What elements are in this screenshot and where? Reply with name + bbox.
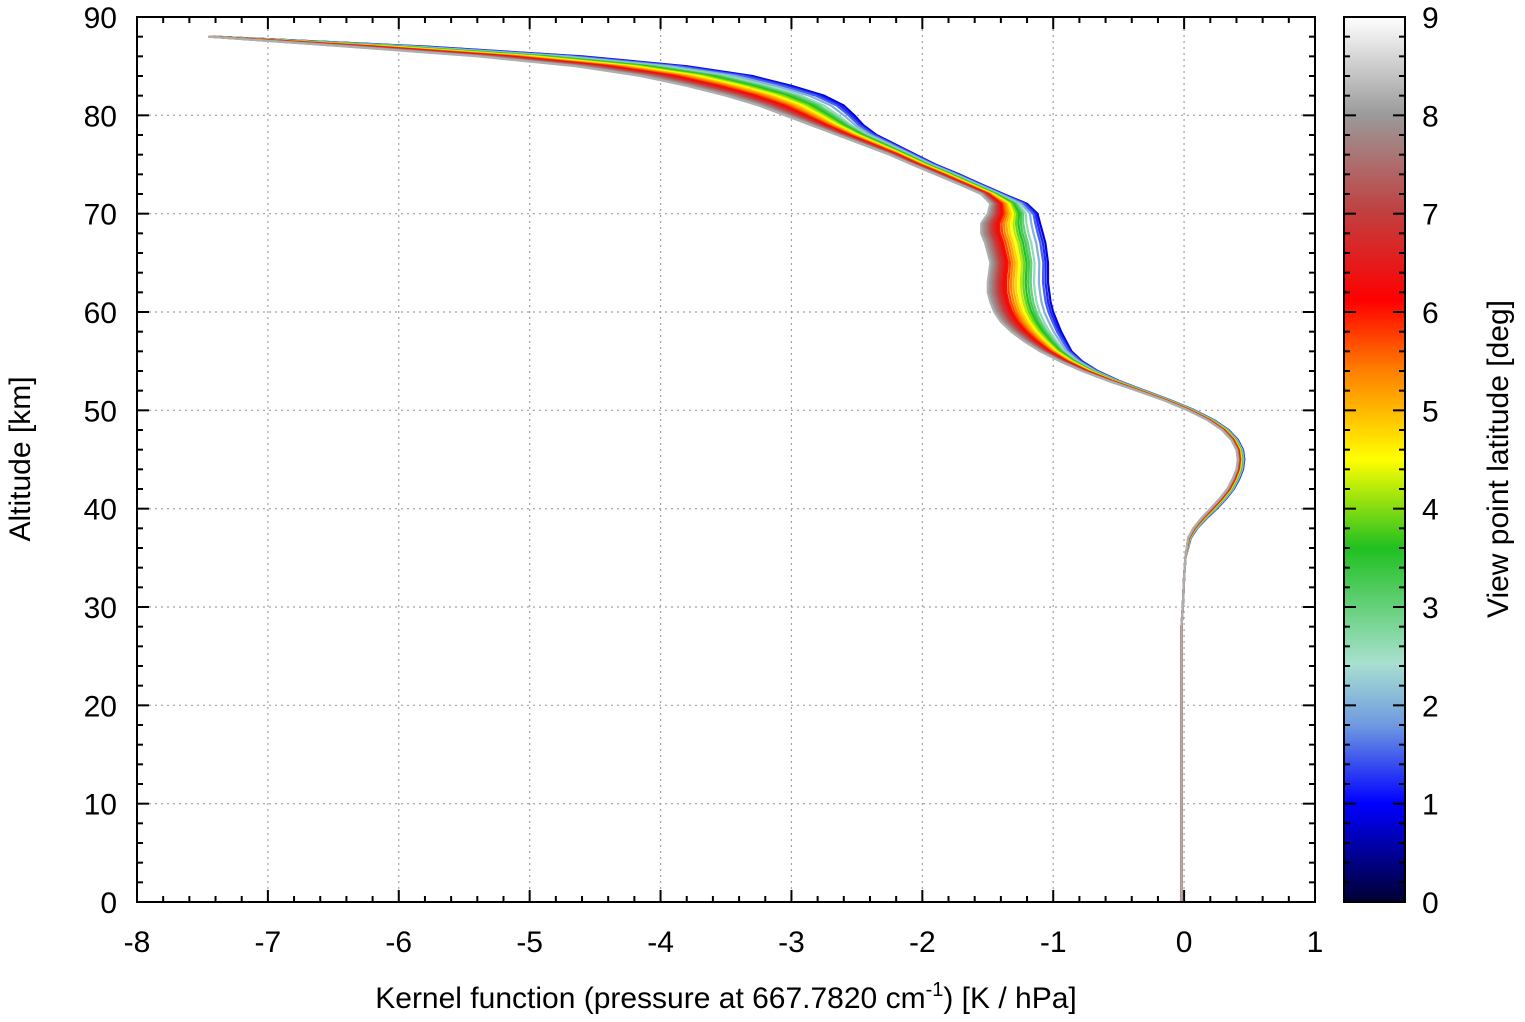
- y-tick-label: 40: [84, 494, 117, 527]
- colorbar-tick-label: 4: [1422, 494, 1439, 527]
- colorbar: [1343, 16, 1406, 903]
- y-tick-label: 70: [84, 199, 117, 232]
- kernel-curve: [210, 35, 1242, 902]
- x-tick-label: -4: [647, 926, 674, 959]
- kernel-curve: [212, 35, 1244, 902]
- x-tick-label: 0: [1176, 926, 1193, 959]
- y-tick-label: 50: [84, 395, 117, 428]
- colorbar-tick-labels: 0 1 2 3 4 5 6 7 8 9: [1422, 2, 1439, 920]
- kernel-curve: [210, 35, 1242, 902]
- axis-ticks: [136, 16, 1316, 903]
- kernel-curve: [208, 35, 1240, 902]
- kernel-curve: [209, 35, 1241, 902]
- kernel-curve: [212, 35, 1244, 902]
- colorbar-tick-label: 5: [1422, 395, 1439, 428]
- kernel-curve: [210, 35, 1242, 902]
- colorbar-tick-label: 9: [1422, 2, 1439, 35]
- x-tick-label: -2: [909, 926, 936, 959]
- colorbar-tick-label: 6: [1422, 297, 1439, 330]
- colorbar-tick-label: 3: [1422, 592, 1439, 625]
- kernel-curve: [208, 35, 1240, 902]
- kernel-curve: [213, 35, 1245, 902]
- kernel-curve: [209, 35, 1241, 902]
- kernel-curve: [208, 35, 1240, 902]
- colorbar-tick-label: 8: [1422, 100, 1439, 133]
- x-tick-label: -7: [255, 926, 282, 959]
- kernel-curve: [212, 35, 1244, 902]
- x-tick-labels: -8 -7 -6 -5 -4 -3 -2 -1 0 1: [124, 926, 1324, 959]
- colorbar-tick-label: 7: [1422, 199, 1439, 232]
- x-tick-label: -3: [778, 926, 805, 959]
- kernel-curve: [211, 35, 1243, 902]
- y-tick-label: 80: [84, 100, 117, 133]
- plot-frame: [136, 16, 1316, 903]
- x-axis-title: Kernel function (pressure at 667.7820 cm…: [375, 979, 1077, 1015]
- kernel-curve: [212, 35, 1244, 902]
- kernel-curve: [209, 35, 1241, 902]
- y-tick-label: 60: [84, 297, 117, 330]
- kernel-curve: [214, 35, 1246, 902]
- colorbar-ticks: [1344, 16, 1405, 903]
- x-tick-label: -6: [385, 926, 412, 959]
- y-axis-title: Altitude [km]: [4, 376, 37, 541]
- kernel-curve: [211, 35, 1243, 902]
- kernel-curve: [209, 35, 1241, 902]
- kernel-curve: [213, 35, 1245, 902]
- kernel-curve: [207, 35, 1239, 902]
- kernel-curves: [207, 35, 1246, 902]
- kernel-curve: [208, 35, 1240, 902]
- kernel-curve: [208, 35, 1240, 902]
- kernel-curve: [210, 35, 1242, 902]
- colorbar-tick-label: 0: [1422, 887, 1439, 920]
- grid-lines: [137, 17, 1315, 902]
- kernel-curve: [211, 35, 1243, 902]
- x-tick-label: -5: [516, 926, 543, 959]
- x-tick-label: 1: [1307, 926, 1324, 959]
- kernel-curve: [209, 35, 1241, 902]
- colorbar-tick-label: 1: [1422, 789, 1439, 822]
- y-tick-label: 0: [100, 887, 117, 920]
- y-tick-label: 30: [84, 592, 117, 625]
- colorbar-tick-label: 2: [1422, 690, 1439, 723]
- y-tick-labels: 0 10 20 30 40 50 60 70 80 90: [84, 2, 117, 920]
- y-tick-label: 20: [84, 690, 117, 723]
- y-tick-label: 90: [84, 2, 117, 35]
- y-tick-label: 10: [84, 789, 117, 822]
- x-tick-label: -1: [1040, 926, 1067, 959]
- x-tick-label: -8: [124, 926, 151, 959]
- kernel-curve: [209, 35, 1241, 902]
- colorbar-title: View point latitude [deg]: [1482, 300, 1515, 618]
- kernel-curve: [214, 35, 1246, 902]
